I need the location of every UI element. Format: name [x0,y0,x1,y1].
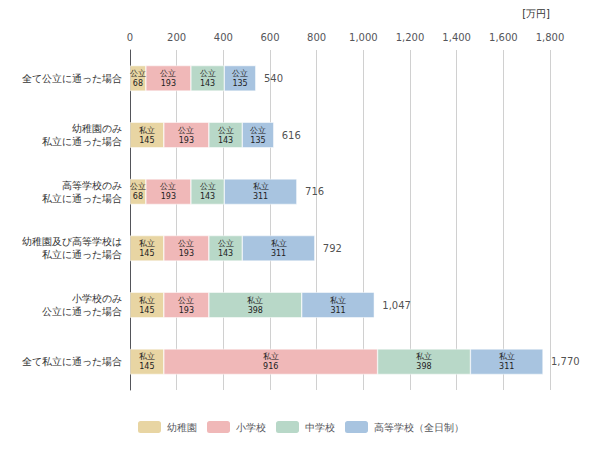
svg-text:193: 193 [161,192,176,201]
svg-text:高等学校のみ: 高等学校のみ [62,180,122,191]
svg-text:145: 145 [139,306,154,315]
svg-text:311: 311 [271,249,286,258]
svg-text:193: 193 [161,79,176,88]
svg-text:私立: 私立 [139,126,155,135]
svg-text:私立: 私立 [271,239,287,248]
svg-text:540: 540 [264,73,283,84]
svg-text:716: 716 [305,186,324,197]
svg-text:私立に通った場合: 私立に通った場合 [42,193,122,204]
svg-text:公立: 公立 [160,69,176,78]
svg-text:1,400: 1,400 [442,32,471,43]
svg-text:200: 200 [167,32,186,43]
svg-text:143: 143 [200,192,215,201]
svg-text:幼稚園及び高等学校は: 幼稚園及び高等学校は [22,236,122,247]
svg-text:幼稚園: 幼稚園 [167,422,197,433]
svg-text:[万円]: [万円] [522,8,550,19]
svg-text:公立: 公立 [130,69,146,78]
svg-text:私立に通った場合: 私立に通った場合 [42,136,122,147]
svg-text:0: 0 [127,32,133,43]
svg-text:1,047: 1,047 [382,300,411,311]
svg-text:私立: 私立 [263,352,279,361]
svg-text:1,770: 1,770 [551,356,580,367]
svg-text:公立: 公立 [218,126,234,135]
svg-text:311: 311 [253,192,268,201]
svg-text:143: 143 [218,249,233,258]
svg-text:143: 143 [200,79,215,88]
svg-text:145: 145 [139,249,154,258]
svg-text:私立: 私立 [416,352,432,361]
svg-text:1,000: 1,000 [349,32,378,43]
svg-text:私立: 私立 [139,239,155,248]
svg-text:400: 400 [214,32,233,43]
svg-text:公立: 公立 [178,239,194,248]
svg-text:公立: 公立 [218,239,234,248]
svg-text:公立: 公立 [130,182,146,191]
svg-text:68: 68 [133,79,143,88]
svg-text:中学校: 中学校 [305,422,335,433]
svg-text:高等学校（全日制）: 高等学校（全日制） [374,422,464,433]
svg-text:311: 311 [499,362,514,371]
svg-text:公立: 公立 [200,182,216,191]
svg-text:145: 145 [139,362,154,371]
svg-text:公立: 公立 [250,126,266,135]
svg-text:私立: 私立 [139,296,155,305]
svg-text:公立: 公立 [232,69,248,78]
svg-text:193: 193 [179,249,194,258]
svg-text:私立: 私立 [253,182,269,191]
svg-text:小学校のみ: 小学校のみ [72,293,122,304]
svg-text:1,800: 1,800 [536,32,565,43]
svg-text:145: 145 [139,136,154,145]
svg-text:私立: 私立 [247,296,263,305]
svg-text:全て私立に通った場合: 全て私立に通った場合 [22,356,122,367]
svg-text:1,600: 1,600 [489,32,518,43]
svg-text:792: 792 [323,243,342,254]
svg-text:800: 800 [307,32,326,43]
svg-text:私立: 私立 [139,352,155,361]
svg-text:398: 398 [248,306,263,315]
svg-text:135: 135 [250,136,265,145]
svg-text:小学校: 小学校 [236,422,266,433]
svg-text:600: 600 [260,32,279,43]
svg-text:135: 135 [232,79,247,88]
svg-text:68: 68 [133,192,143,201]
svg-text:私立: 私立 [330,296,346,305]
svg-text:311: 311 [330,306,345,315]
svg-text:全て公立に通った場合: 全て公立に通った場合 [22,73,122,84]
svg-text:398: 398 [416,362,431,371]
svg-text:193: 193 [179,136,194,145]
svg-text:公立: 公立 [160,182,176,191]
svg-text:143: 143 [218,136,233,145]
svg-text:公立に通った場合: 公立に通った場合 [42,306,122,317]
svg-text:公立: 公立 [200,69,216,78]
svg-text:公立: 公立 [178,126,194,135]
svg-text:916: 916 [263,362,278,371]
svg-text:公立: 公立 [178,296,194,305]
svg-text:193: 193 [179,306,194,315]
svg-text:616: 616 [282,130,301,141]
svg-text:私立: 私立 [499,352,515,361]
svg-text:幼稚園のみ: 幼稚園のみ [72,123,122,134]
svg-text:1,200: 1,200 [396,32,425,43]
svg-text:私立に通った場合: 私立に通った場合 [42,249,122,260]
